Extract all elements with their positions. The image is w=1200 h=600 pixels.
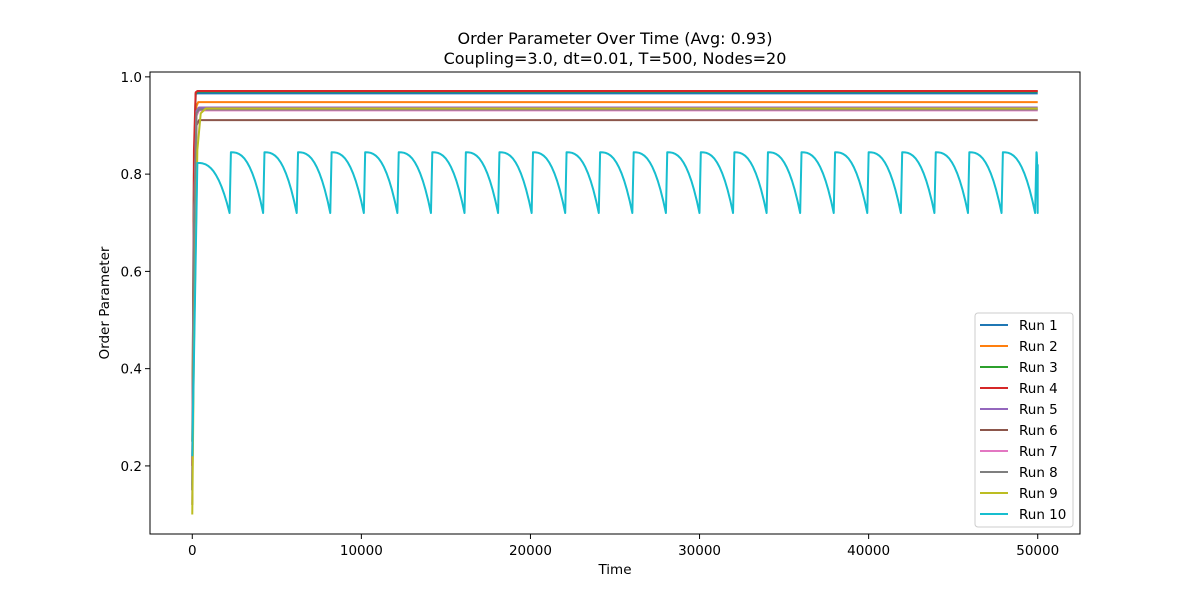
legend-label-run-5: Run 5 [1019, 402, 1058, 418]
series-line-run-10 [191, 151, 1039, 457]
legend-label-run-1: Run 1 [1019, 318, 1058, 334]
chart-title: Order Parameter Over Time (Avg: 0.93) [458, 29, 773, 48]
x-tick-label: 10000 [340, 543, 383, 559]
plot-frame [149, 71, 1081, 535]
x-tick-label: 50000 [1016, 543, 1059, 559]
y-tick-label: 0.6 [121, 264, 142, 280]
y-axis-label: Order Parameter [97, 246, 113, 359]
x-tick-label: 40000 [847, 543, 890, 559]
y-tick-label: 1.0 [121, 70, 142, 86]
legend-label-run-6: Run 6 [1019, 423, 1058, 439]
legend-label-run-7: Run 7 [1019, 444, 1058, 460]
plot-area-lines [191, 89, 1039, 515]
legend-label-run-8: Run 8 [1019, 465, 1058, 481]
x-axis-label: Time [597, 562, 631, 578]
chart-subtitle: Coupling=3.0, dt=0.01, T=500, Nodes=20 [444, 49, 787, 68]
legend-label-run-3: Run 3 [1019, 360, 1058, 376]
x-tick-label: 0 [188, 543, 197, 559]
y-tick-label: 0.2 [121, 459, 142, 475]
y-tick-label: 0.4 [121, 362, 142, 378]
legend-label-run-2: Run 2 [1019, 339, 1058, 355]
legend-label-run-10: Run 10 [1019, 507, 1066, 523]
legend-label-run-9: Run 9 [1019, 486, 1058, 502]
legend-label-run-4: Run 4 [1019, 381, 1058, 397]
x-axis-ticks: 0 10000 20000 30000 40000 50000 [188, 534, 1059, 559]
x-tick-label: 30000 [678, 543, 721, 559]
y-axis-ticks: 0.2 0.4 0.6 0.8 1.0 [121, 70, 150, 475]
legend: Run 1 Run 2 Run 3 Run 4 Run 5 Run 6 Run 7 Run 8… [974, 312, 1074, 528]
x-tick-label: 20000 [509, 543, 552, 559]
y-tick-label: 0.8 [121, 167, 142, 183]
